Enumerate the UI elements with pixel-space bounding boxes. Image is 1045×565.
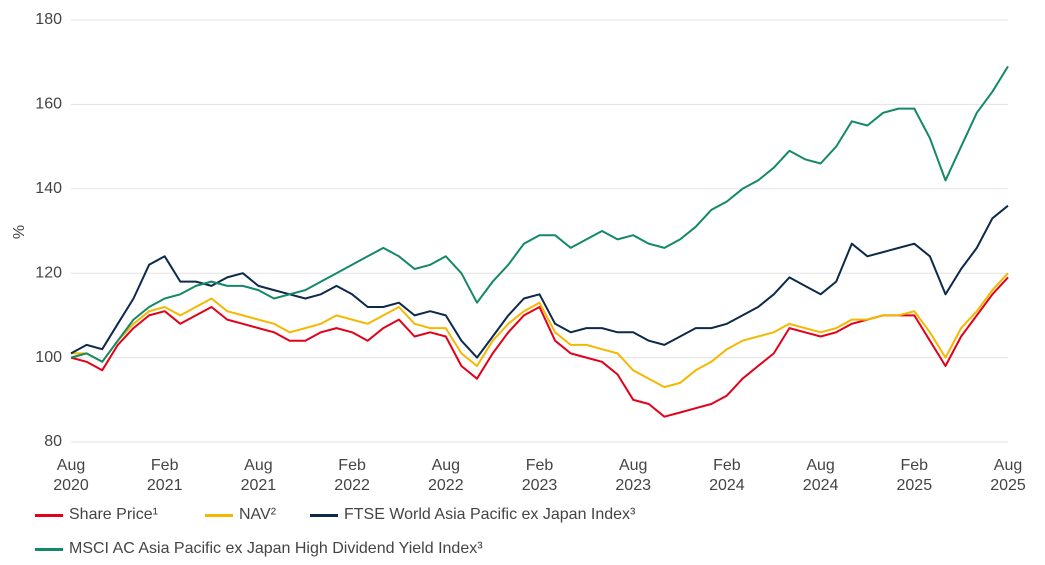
- x-tick-label: Aug 2020: [53, 457, 89, 494]
- x-tick-label: Feb 2021: [146, 457, 183, 494]
- x-tick-label: Aug 2023: [615, 457, 651, 494]
- x-tick-label: Feb 2022: [334, 457, 370, 494]
- series-line: [70, 276, 1009, 418]
- legend-item: Share Price¹: [35, 506, 158, 524]
- legend-swatch: [205, 513, 233, 517]
- legend-label: FTSE World Asia Pacific ex Japan Index³: [344, 506, 636, 523]
- x-tick-label: Aug 2025: [990, 457, 1026, 494]
- x-tick-label: Aug 2024: [802, 457, 839, 494]
- y-tick-label: 180: [35, 11, 62, 28]
- legend-label: Share Price¹: [69, 506, 158, 523]
- legend-item: MSCI AC Asia Pacific ex Japan High Divid…: [35, 540, 483, 558]
- y-tick-label: 140: [35, 180, 62, 197]
- y-axis-label: %: [11, 225, 28, 239]
- legend-swatch: [35, 547, 63, 551]
- x-tick-label: Aug 2022: [428, 457, 464, 494]
- y-tick-label: 100: [35, 349, 62, 366]
- x-tick-label: Aug 2021: [240, 457, 277, 494]
- series-line: [70, 65, 1009, 363]
- series-line: [70, 204, 1009, 359]
- y-tick-label: 80: [44, 433, 62, 450]
- legend-label: MSCI AC Asia Pacific ex Japan High Divid…: [69, 540, 483, 557]
- x-tick-label: Feb 2025: [896, 457, 933, 494]
- legend-item: NAV²: [205, 506, 276, 524]
- legend-swatch: [310, 513, 338, 517]
- series-line: [71, 272, 1009, 389]
- x-tick-label: Feb 2023: [521, 457, 558, 494]
- legend-swatch: [35, 513, 63, 517]
- legend-label: NAV²: [239, 506, 277, 523]
- x-tick-label: Feb 2024: [709, 457, 745, 494]
- y-tick-label: 120: [35, 264, 62, 281]
- legend-item: FTSE World Asia Pacific ex Japan Index³: [310, 506, 635, 524]
- y-tick-label: 160: [35, 96, 62, 113]
